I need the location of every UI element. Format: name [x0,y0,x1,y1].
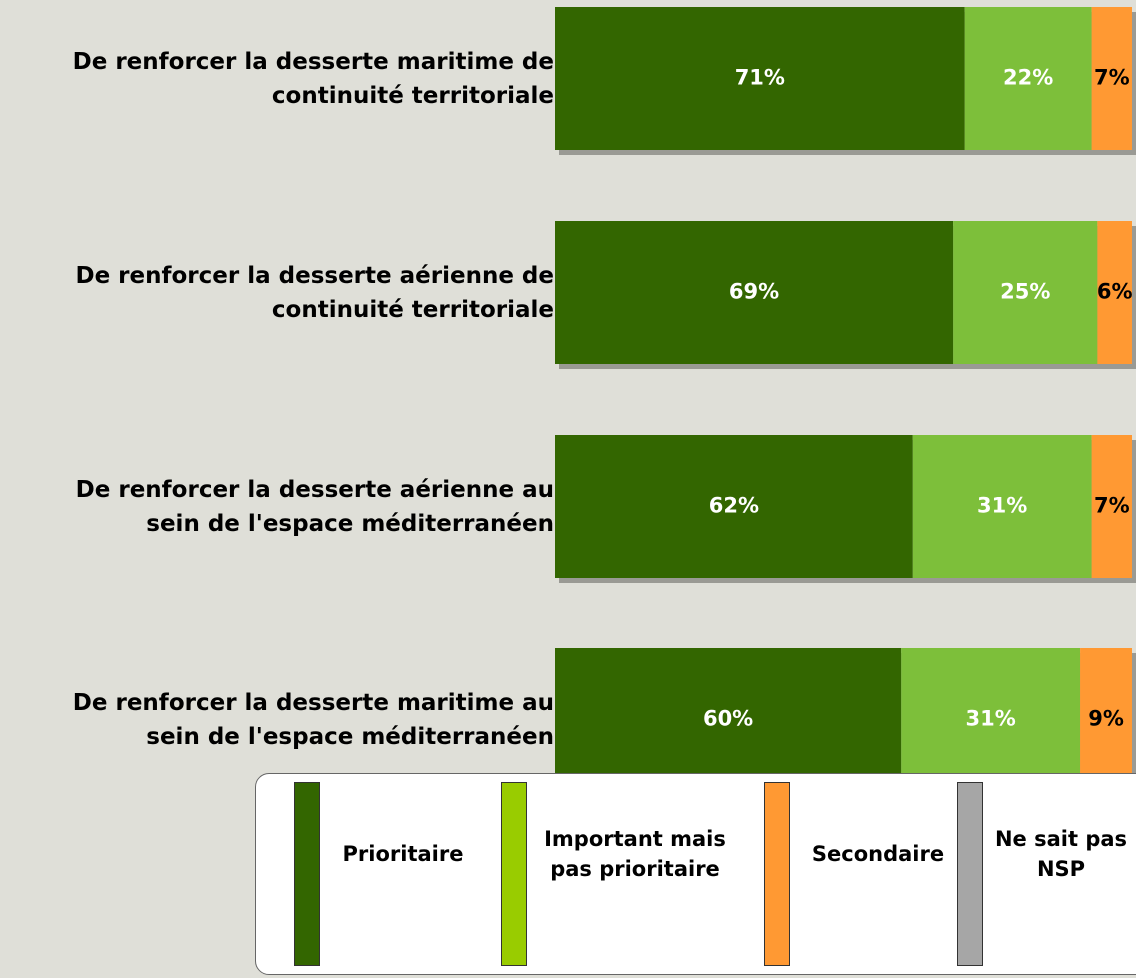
value-label: 7% [1094,66,1130,90]
legend-label: Secondaire [811,842,945,866]
category-label: De renforcer la desserte aérienne au [75,476,554,503]
bar-segment [555,435,913,578]
bar-segment [1097,221,1132,364]
category-label: De renforcer la desserte maritime de [72,48,554,75]
value-label: 71% [735,66,785,90]
bar-segment [953,221,1098,364]
value-label: 7% [1094,494,1130,518]
bar-segment [901,648,1081,791]
bar-segment [1080,648,1132,791]
category-label: De renforcer la desserte maritime au [72,689,554,716]
bar-segment [964,7,1092,150]
value-label: 22% [1003,66,1053,90]
legend-label: Important mais pas prioritaire [544,827,726,881]
legend-label: Ne sait pas NSP [994,827,1128,881]
category-label: De renforcer la desserte aérienne de [75,262,554,289]
value-label: 31% [966,707,1016,731]
legend-swatch [764,782,790,966]
value-label: 69% [729,280,779,304]
category-label: sein de l'espace méditerranéen [146,723,554,750]
bar-segment [912,435,1092,578]
category-label: continuité territoriale [271,82,554,109]
value-label: 25% [1000,280,1050,304]
legend-swatch [294,782,320,966]
value-label: 31% [977,494,1027,518]
bar-segment [1091,435,1132,578]
bar-segment [1091,7,1132,150]
legend-label: Prioritaire [342,842,464,866]
value-label: 6% [1097,280,1133,304]
value-label: 9% [1088,707,1124,731]
legend: Prioritaire Important mais pas prioritair… [255,773,1136,975]
bar-segment [555,221,954,364]
legend-swatch [957,782,983,966]
bar-segment [555,7,965,150]
bar-segment [555,648,902,791]
category-label: continuité territoriale [271,296,554,323]
value-label: 62% [709,494,759,518]
category-label: sein de l'espace méditerranéen [146,510,554,537]
value-label: 60% [703,707,753,731]
legend-swatch [501,782,527,966]
